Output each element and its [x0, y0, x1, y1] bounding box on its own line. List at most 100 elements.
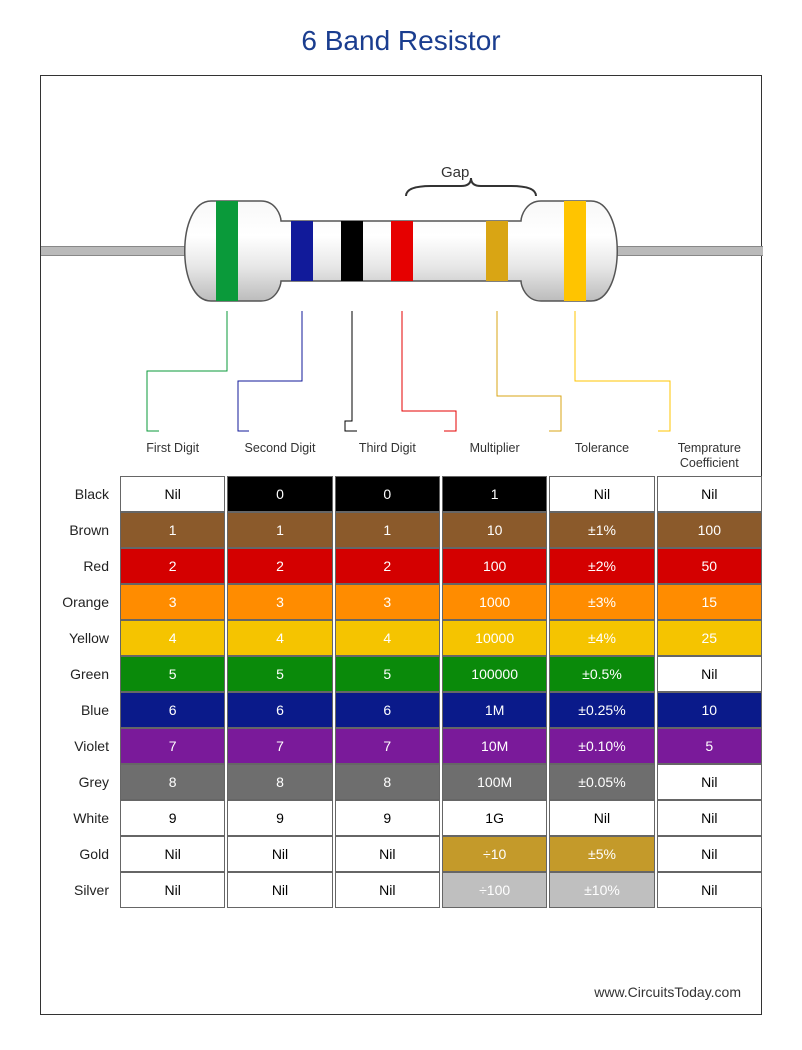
row-label: Blue — [41, 692, 119, 728]
table-cell: ±0.25% — [549, 692, 654, 728]
table-cell: 6 — [227, 692, 332, 728]
table-cell: 10M — [442, 728, 547, 764]
header-third-digit: Third Digit — [334, 441, 441, 471]
table-cell: Nil — [227, 872, 332, 908]
table-cell: 2 — [335, 548, 440, 584]
table-cell: 7 — [335, 728, 440, 764]
row-label: Black — [41, 476, 119, 512]
chart-frame: Gap — [40, 75, 762, 1015]
table-cell: 5 — [335, 656, 440, 692]
table-cell: 4 — [120, 620, 225, 656]
table-cell: ±1% — [549, 512, 654, 548]
table-cell: 1M — [442, 692, 547, 728]
table-cell: ±0.05% — [549, 764, 654, 800]
table-cell: 9 — [227, 800, 332, 836]
table-cell: ÷100 — [442, 872, 547, 908]
header-tempco: Temprature Coefficient — [656, 441, 763, 471]
table-row: Violet77710M±0.10%5 — [41, 728, 763, 764]
table-cell: Nil — [657, 836, 762, 872]
table-cell: Nil — [657, 656, 762, 692]
color-code-table: BlackNil001NilNilBrown11110±1%100Red2221… — [41, 476, 763, 908]
table-cell: Nil — [227, 836, 332, 872]
table-cell: 100 — [442, 548, 547, 584]
band-3 — [341, 221, 363, 281]
table-row: BlackNil001NilNil — [41, 476, 763, 512]
table-cell: 7 — [120, 728, 225, 764]
table-row: White9991GNilNil — [41, 800, 763, 836]
table-cell: ±10% — [549, 872, 654, 908]
row-label: Orange — [41, 584, 119, 620]
table-cell: 10 — [442, 512, 547, 548]
table-cell: 10000 — [442, 620, 547, 656]
row-label: Grey — [41, 764, 119, 800]
table-row: Brown11110±1%100 — [41, 512, 763, 548]
table-cell: 9 — [335, 800, 440, 836]
table-row: Red222100±2%50 — [41, 548, 763, 584]
table-cell: ÷10 — [442, 836, 547, 872]
table-cell: Nil — [657, 764, 762, 800]
table-cell: 6 — [335, 692, 440, 728]
row-label: Red — [41, 548, 119, 584]
table-cell: 8 — [120, 764, 225, 800]
table-cell: ±0.5% — [549, 656, 654, 692]
table-cell: ±0.10% — [549, 728, 654, 764]
page-title: 6 Band Resistor — [0, 0, 802, 57]
table-cell: Nil — [549, 800, 654, 836]
table-cell: 8 — [227, 764, 332, 800]
table-row: Yellow44410000±4%25 — [41, 620, 763, 656]
resistor-diagram — [166, 191, 636, 311]
table-cell: ±2% — [549, 548, 654, 584]
table-row: Blue6661M±0.25%10 — [41, 692, 763, 728]
table-cell: 3 — [120, 584, 225, 620]
table-cell: ±4% — [549, 620, 654, 656]
table-cell: 6 — [120, 692, 225, 728]
table-cell: 5 — [120, 656, 225, 692]
row-label: Brown — [41, 512, 119, 548]
table-cell: ±3% — [549, 584, 654, 620]
table-row: SilverNilNilNil÷100±10%Nil — [41, 872, 763, 908]
table-cell: 1 — [120, 512, 225, 548]
table-cell: 50 — [657, 548, 762, 584]
table-cell: ±5% — [549, 836, 654, 872]
table-cell: 100M — [442, 764, 547, 800]
table-cell: 1000 — [442, 584, 547, 620]
table-cell: Nil — [657, 476, 762, 512]
row-label: Silver — [41, 872, 119, 908]
table-cell: Nil — [335, 872, 440, 908]
table-cell: 5 — [227, 656, 332, 692]
callout-lines — [41, 311, 763, 446]
table-row: Orange3331000±3%15 — [41, 584, 763, 620]
band-1 — [216, 201, 238, 301]
table-cell: Nil — [335, 836, 440, 872]
table-row: Green555100000±0.5%Nil — [41, 656, 763, 692]
table-cell: 1 — [227, 512, 332, 548]
header-multiplier: Multiplier — [441, 441, 548, 471]
table-row: Grey888100M±0.05%Nil — [41, 764, 763, 800]
header-first-digit: First Digit — [119, 441, 226, 471]
table-cell: Nil — [657, 872, 762, 908]
table-cell: 10 — [657, 692, 762, 728]
table-cell: 8 — [335, 764, 440, 800]
row-label: White — [41, 800, 119, 836]
table-cell: 3 — [227, 584, 332, 620]
table-cell: Nil — [120, 476, 225, 512]
row-label: Green — [41, 656, 119, 692]
table-cell: 2 — [227, 548, 332, 584]
row-label: Violet — [41, 728, 119, 764]
table-cell: 5 — [657, 728, 762, 764]
table-cell: 3 — [335, 584, 440, 620]
table-cell: 0 — [335, 476, 440, 512]
credit-text: www.CircuitsToday.com — [594, 984, 741, 1000]
table-cell: Nil — [120, 836, 225, 872]
table-row: GoldNilNilNil÷10±5%Nil — [41, 836, 763, 872]
table-cell: 1 — [442, 476, 547, 512]
row-label: Gold — [41, 836, 119, 872]
row-label: Yellow — [41, 620, 119, 656]
band-5 — [486, 221, 508, 281]
header-second-digit: Second Digit — [226, 441, 333, 471]
table-cell: 9 — [120, 800, 225, 836]
table-cell: 15 — [657, 584, 762, 620]
band-4 — [391, 221, 413, 281]
table-cell: Nil — [549, 476, 654, 512]
table-cell: Nil — [120, 872, 225, 908]
